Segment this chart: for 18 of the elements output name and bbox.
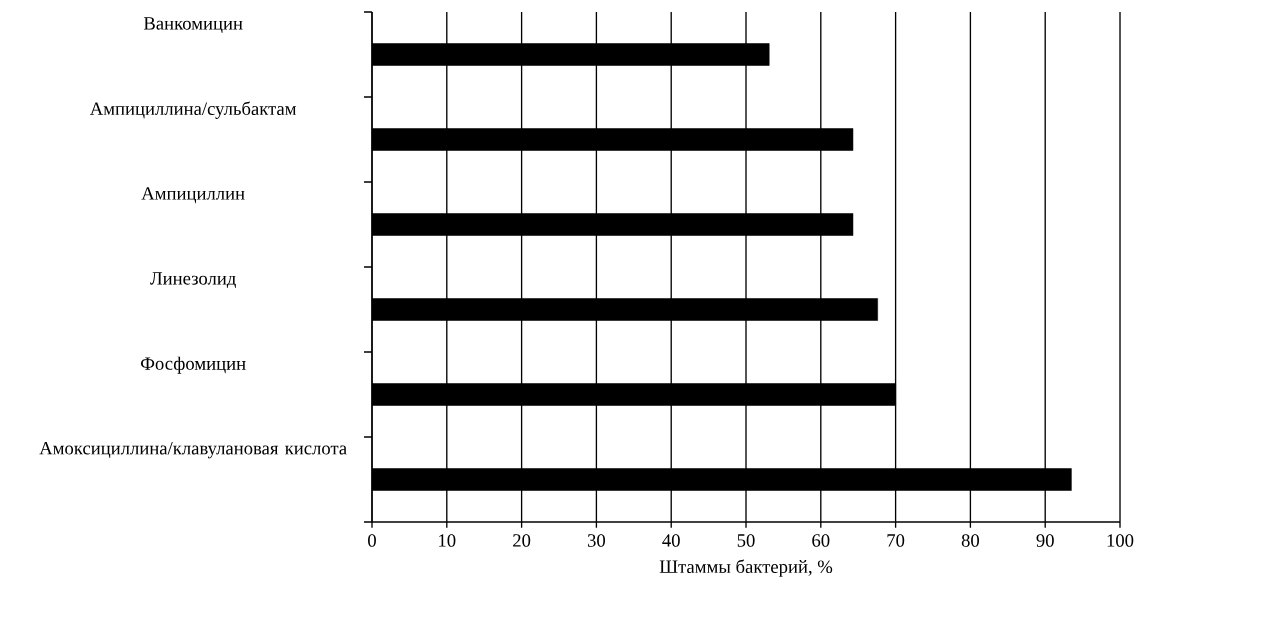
x-axis-title: Штаммы бактерий, %: [659, 559, 833, 577]
y-tick-label: Ванкомицин: [143, 17, 243, 34]
y-tick-label: Фосфомицин: [140, 356, 246, 374]
x-tick-label: 40: [662, 534, 680, 547]
x-tick-label: 0: [368, 534, 376, 547]
y-tick-label: Ампициллина/сульбактам: [89, 101, 297, 119]
x-tick-label: 90: [1036, 534, 1054, 547]
x-tick-label: 30: [587, 534, 606, 547]
y-tick-label: Амоксициллина/клавулановая кислота: [39, 441, 347, 459]
x-tick-label: 20: [513, 534, 531, 547]
x-tick-label: 10: [439, 534, 456, 547]
y-tick-label: Линезолид: [150, 272, 236, 289]
y-tick-label: Ампициллин: [141, 187, 245, 204]
x-tick-label: 70: [887, 534, 905, 547]
x-tick-label: 100: [1107, 534, 1134, 547]
x-tick-label: 50: [737, 534, 755, 547]
x-tick-label: 60: [812, 534, 830, 547]
x-tick-label: 80: [961, 534, 980, 547]
